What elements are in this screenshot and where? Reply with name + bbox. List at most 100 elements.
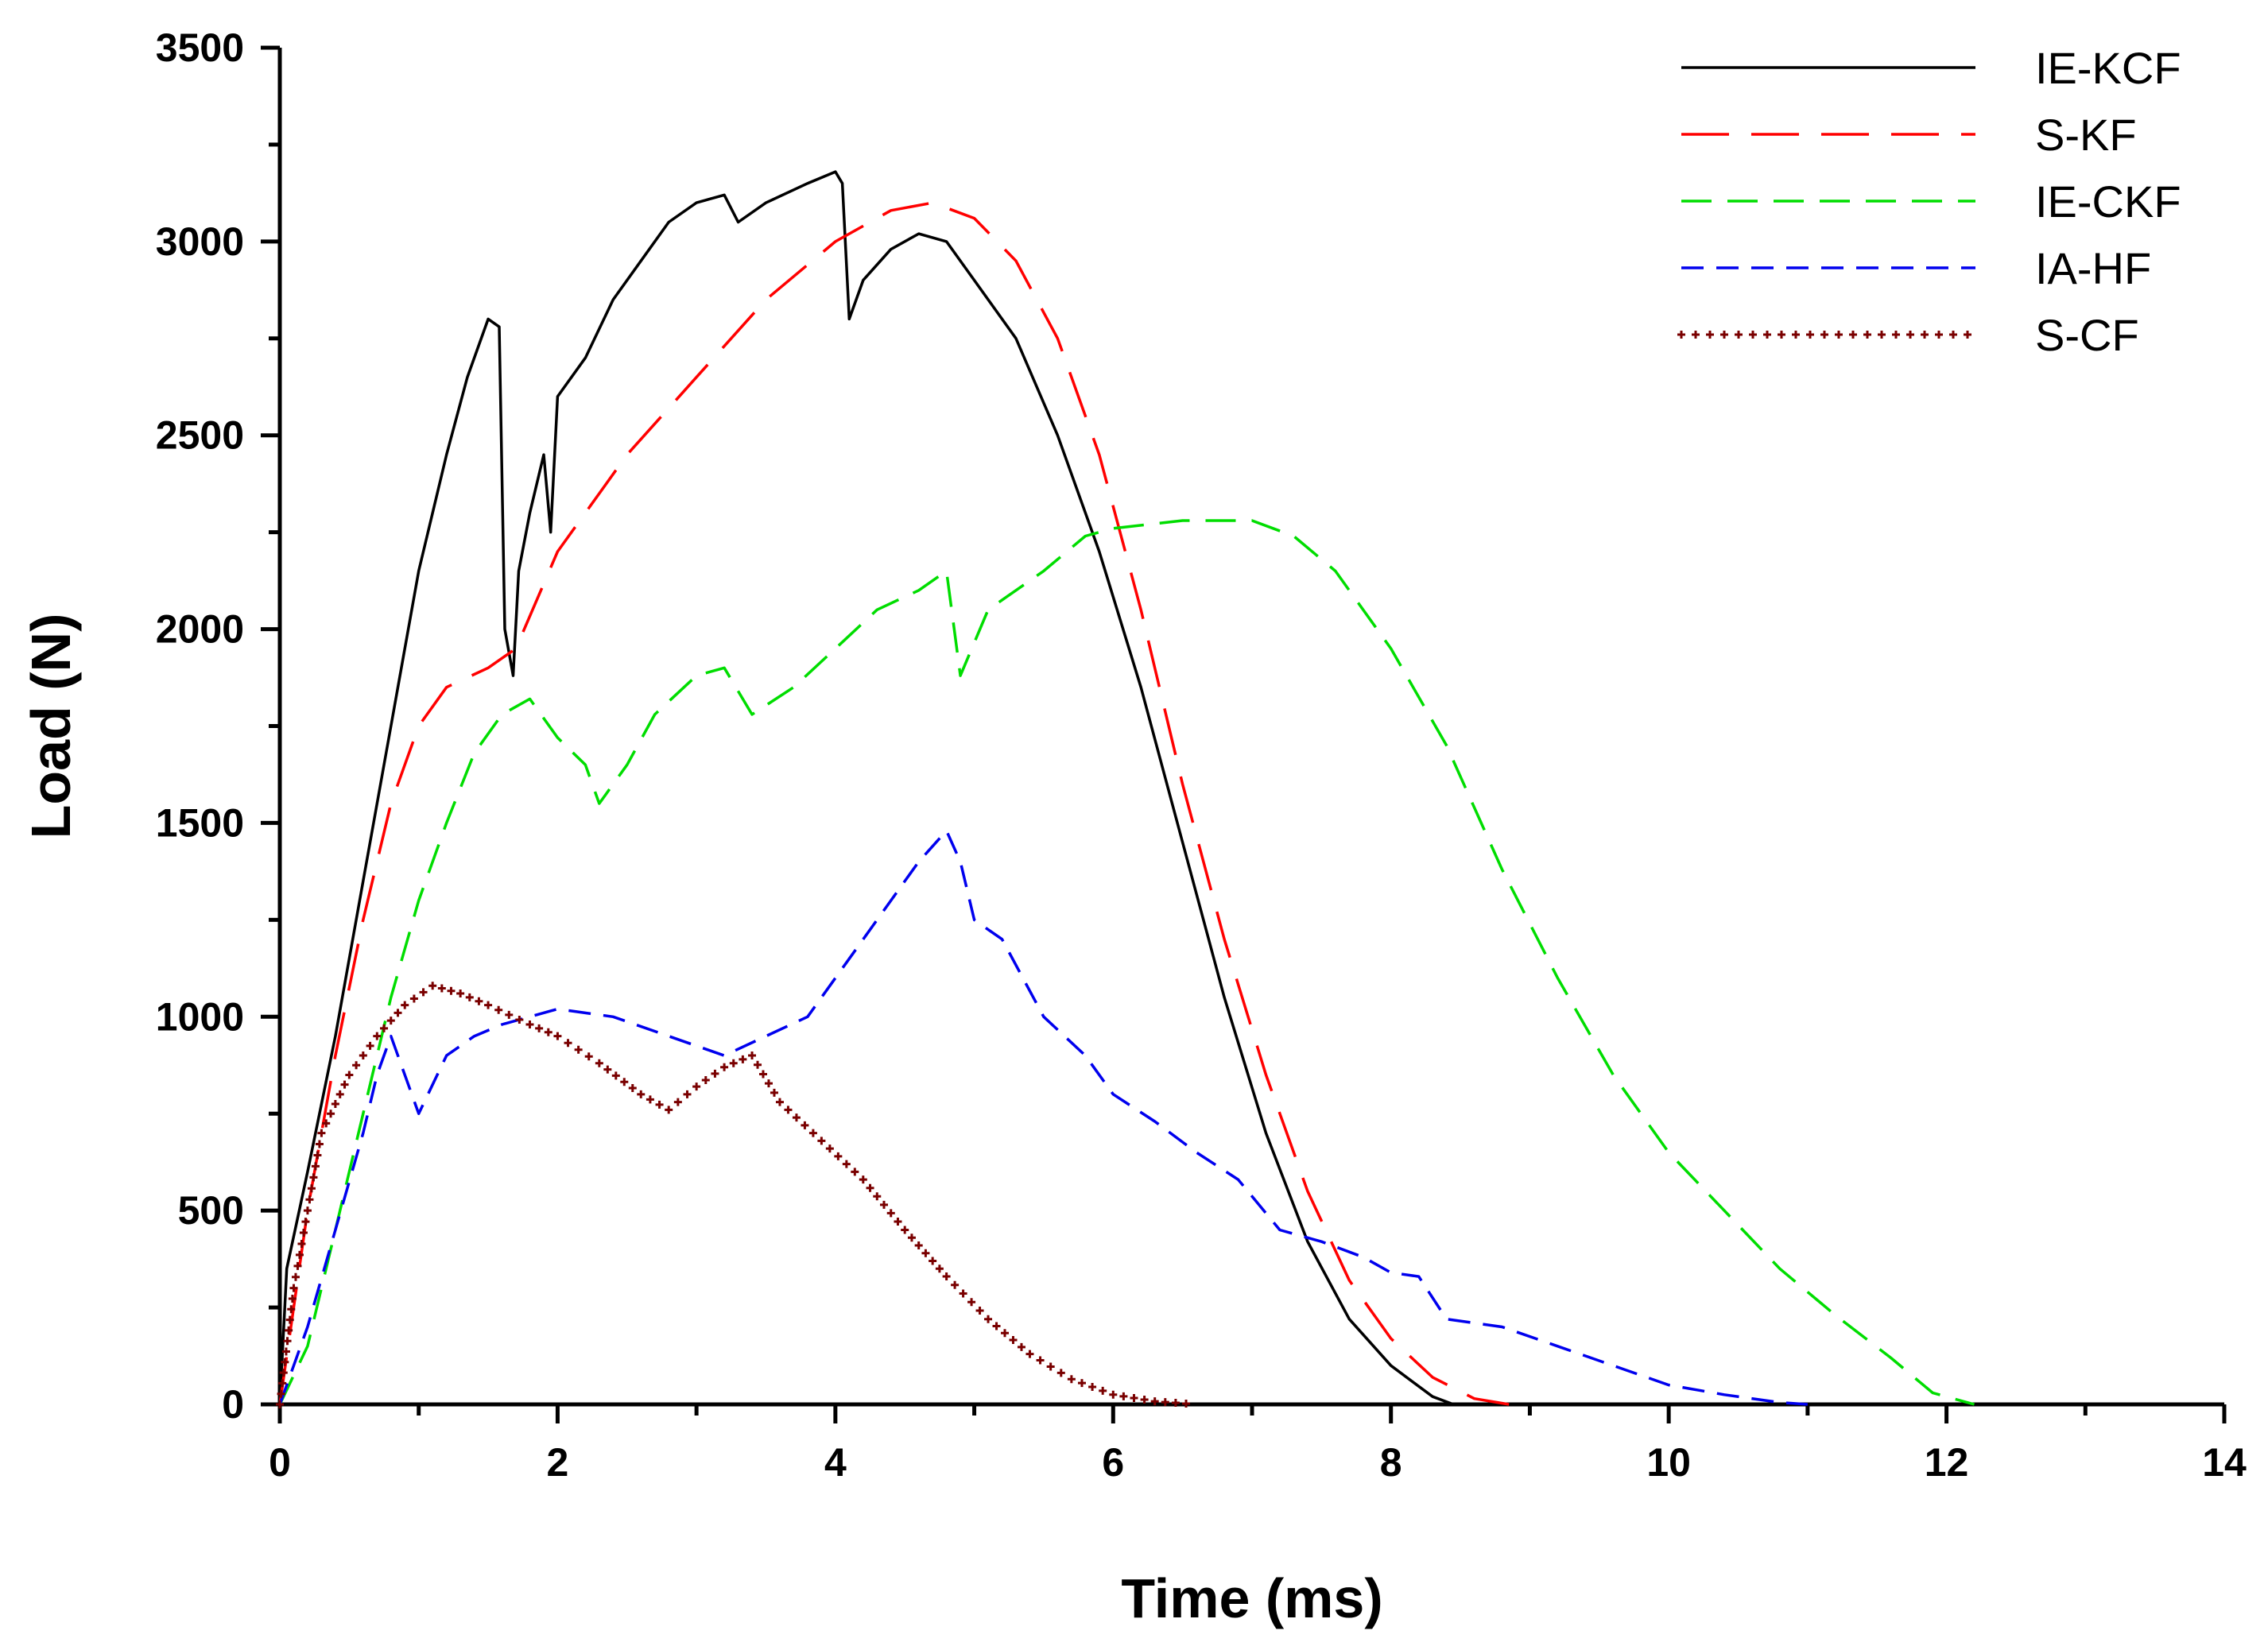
series-point (373, 1032, 382, 1040)
series-point (1001, 1329, 1010, 1338)
series-point (894, 1217, 902, 1226)
series-point (1025, 1350, 1034, 1358)
series-point (859, 1175, 867, 1184)
series-point (475, 997, 483, 1005)
series-point (775, 1098, 784, 1106)
series-point (299, 1229, 308, 1237)
series-point (291, 1272, 300, 1281)
series-point (401, 1001, 409, 1009)
series-point (748, 1052, 757, 1060)
legend-swatch-mark (1692, 331, 1700, 339)
series-point (297, 1239, 306, 1248)
series-ie-ckf-line (278, 519, 1975, 1406)
series-point (1150, 1397, 1159, 1406)
legend-label: IA-HF (2035, 243, 2151, 293)
series-point (456, 990, 465, 998)
series-point (535, 1024, 544, 1032)
series-ia-hf-line (278, 829, 1809, 1406)
legend-swatch-mark (1835, 331, 1843, 339)
series-point (929, 1257, 937, 1265)
series-point (951, 1280, 960, 1289)
legend-swatch-mark (1749, 331, 1757, 339)
series-point (611, 1071, 620, 1080)
series-point (394, 1009, 402, 1017)
series-point (637, 1090, 646, 1098)
series-point (603, 1065, 612, 1074)
series-point (515, 1015, 524, 1024)
series-point (851, 1168, 859, 1176)
series-point (873, 1192, 882, 1201)
legend-swatch-mark (1677, 331, 1685, 339)
series-point (628, 1084, 637, 1093)
series-group (276, 170, 1975, 1408)
y-axis-ticks: 0 500 1000 1500 2000 2500 3000 3500 (156, 25, 280, 1427)
legend-swatch-mark (1949, 331, 1957, 339)
series-point (1067, 1375, 1076, 1384)
x-tick-label: 6 (1102, 1440, 1124, 1485)
y-tick-label: 1500 (156, 800, 244, 845)
series-point (1036, 1356, 1045, 1365)
legend-swatch-mark (1735, 331, 1743, 339)
legend-swatch-mark (1964, 331, 1971, 339)
x-tick-label: 0 (269, 1440, 291, 1485)
x-tick-label: 12 (1925, 1440, 1969, 1485)
series-point (764, 1079, 773, 1088)
series-point (366, 1041, 374, 1050)
series-point (352, 1061, 361, 1070)
series-point (1099, 1386, 1107, 1395)
y-tick-label: 3500 (156, 25, 244, 70)
legend-swatch-mark (1778, 331, 1785, 339)
series-point (309, 1173, 318, 1182)
series-point (380, 1024, 389, 1032)
legend-swatch-mark (1820, 331, 1828, 339)
series-point (315, 1140, 324, 1148)
series-s-cf-markers (276, 982, 1191, 1408)
series-point (754, 1060, 762, 1069)
series-point (331, 1100, 339, 1109)
series-point (295, 1250, 304, 1259)
series-point (277, 1389, 285, 1398)
series-s-kf-line (278, 201, 1510, 1406)
legend-swatch-mark (1878, 331, 1886, 339)
series-point (739, 1055, 747, 1063)
legend-item: IE-CKF (1681, 176, 2181, 227)
series-point (283, 1337, 292, 1346)
series-point (409, 994, 418, 1003)
legend-swatch-mark (1720, 331, 1728, 339)
series-point (1119, 1392, 1128, 1400)
series-point (1017, 1342, 1025, 1351)
legend-swatch-mark (1849, 331, 1857, 339)
series-point (808, 1129, 817, 1137)
legend-swatch-mark (1921, 331, 1929, 339)
y-axis-title: Load (N) (20, 614, 82, 839)
x-axis-ticks: 0 2 4 6 8 10 12 14 (269, 1404, 2247, 1485)
series-point (1182, 1400, 1191, 1408)
x-axis-title: Time (ms) (1121, 1567, 1382, 1629)
series-point (301, 1218, 310, 1226)
series-point (419, 988, 428, 997)
series-point (801, 1121, 809, 1129)
series-point (1056, 1369, 1065, 1377)
series-point (984, 1315, 993, 1323)
series-point (281, 1347, 290, 1356)
series-point (701, 1075, 710, 1084)
plot-area: 0 2 4 6 8 10 12 14 0 500 1000 1500 2000 2500 3000 3500 (156, 25, 2247, 1485)
series-point (345, 1071, 354, 1079)
series-point (313, 1151, 322, 1160)
series-point (281, 1357, 289, 1366)
legend-swatch-mark (1806, 331, 1814, 339)
series-point (792, 1113, 801, 1122)
legend-swatch-mark (1892, 331, 1900, 339)
series-point (386, 1017, 395, 1025)
series-point (825, 1144, 834, 1153)
y-tick-label: 500 (178, 1188, 244, 1233)
y-tick-label: 0 (222, 1382, 244, 1427)
series-point (574, 1045, 583, 1054)
legend-item: S-CF (1677, 310, 2139, 360)
series-point (942, 1272, 951, 1281)
series-point (1109, 1390, 1118, 1399)
series-point (305, 1195, 314, 1204)
series-point (1140, 1396, 1149, 1404)
series-point (525, 1021, 534, 1029)
series-point (484, 1001, 493, 1009)
